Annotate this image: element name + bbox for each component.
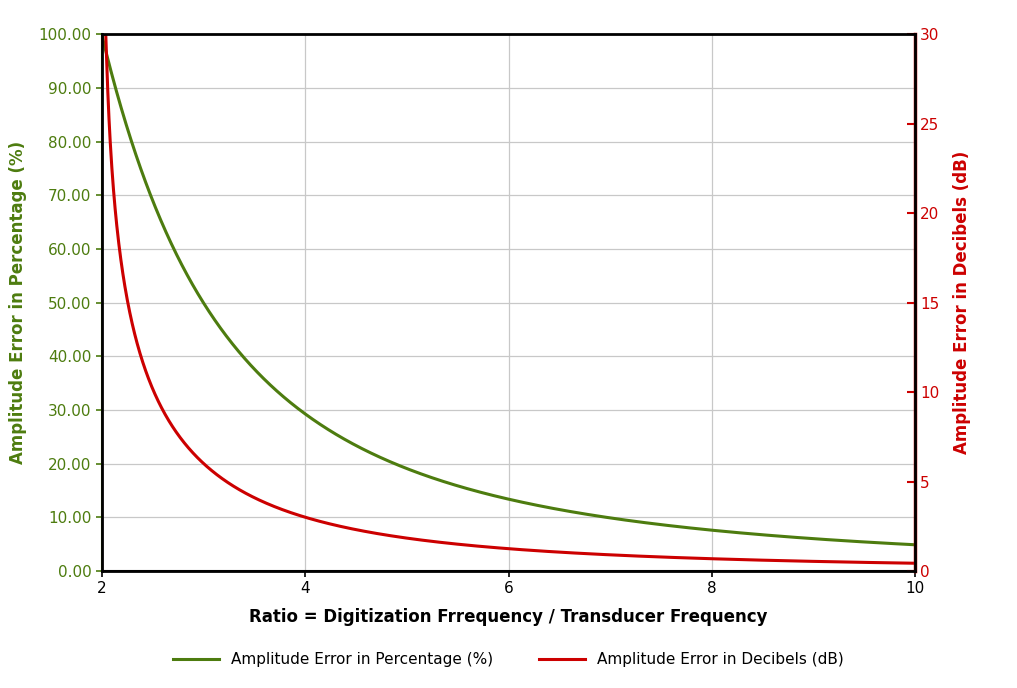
Amplitude Error in Percentage (%) xyxy=(491,493,503,501)
Amplitude Error in Percentage (%) xyxy=(137,171,149,180)
Amplitude Error in Decibels (dB) xyxy=(885,559,897,567)
Amplitude Error in Decibels (dB) xyxy=(470,542,482,550)
Amplitude Error in Decibels (dB) xyxy=(886,559,898,567)
Line: Amplitude Error in Percentage (%): Amplitude Error in Percentage (%) xyxy=(102,34,915,545)
Amplitude Error in Percentage (%) xyxy=(885,539,897,548)
Amplitude Error in Decibels (dB) xyxy=(909,559,921,568)
Amplitude Error in Percentage (%) xyxy=(470,487,482,495)
Amplitude Error in Percentage (%) xyxy=(909,541,921,549)
Amplitude Error in Percentage (%) xyxy=(886,539,898,548)
Amplitude Error in Decibels (dB) xyxy=(491,544,503,552)
Y-axis label: Amplitude Error in Percentage (%): Amplitude Error in Percentage (%) xyxy=(9,141,27,464)
Legend: Amplitude Error in Percentage (%), Amplitude Error in Decibels (dB): Amplitude Error in Percentage (%), Ampli… xyxy=(167,646,850,674)
Amplitude Error in Decibels (dB) xyxy=(137,359,149,367)
Amplitude Error in Percentage (%) xyxy=(96,30,108,39)
Amplitude Error in Percentage (%) xyxy=(736,529,749,537)
Y-axis label: Amplitude Error in Decibels (dB): Amplitude Error in Decibels (dB) xyxy=(953,151,971,454)
Line: Amplitude Error in Decibels (dB): Amplitude Error in Decibels (dB) xyxy=(102,34,915,563)
Amplitude Error in Decibels (dB) xyxy=(736,555,749,563)
X-axis label: Ratio = Digitization Frrequency / Transducer Frequency: Ratio = Digitization Frrequency / Transd… xyxy=(249,608,768,625)
Amplitude Error in Decibels (dB) xyxy=(96,30,108,39)
